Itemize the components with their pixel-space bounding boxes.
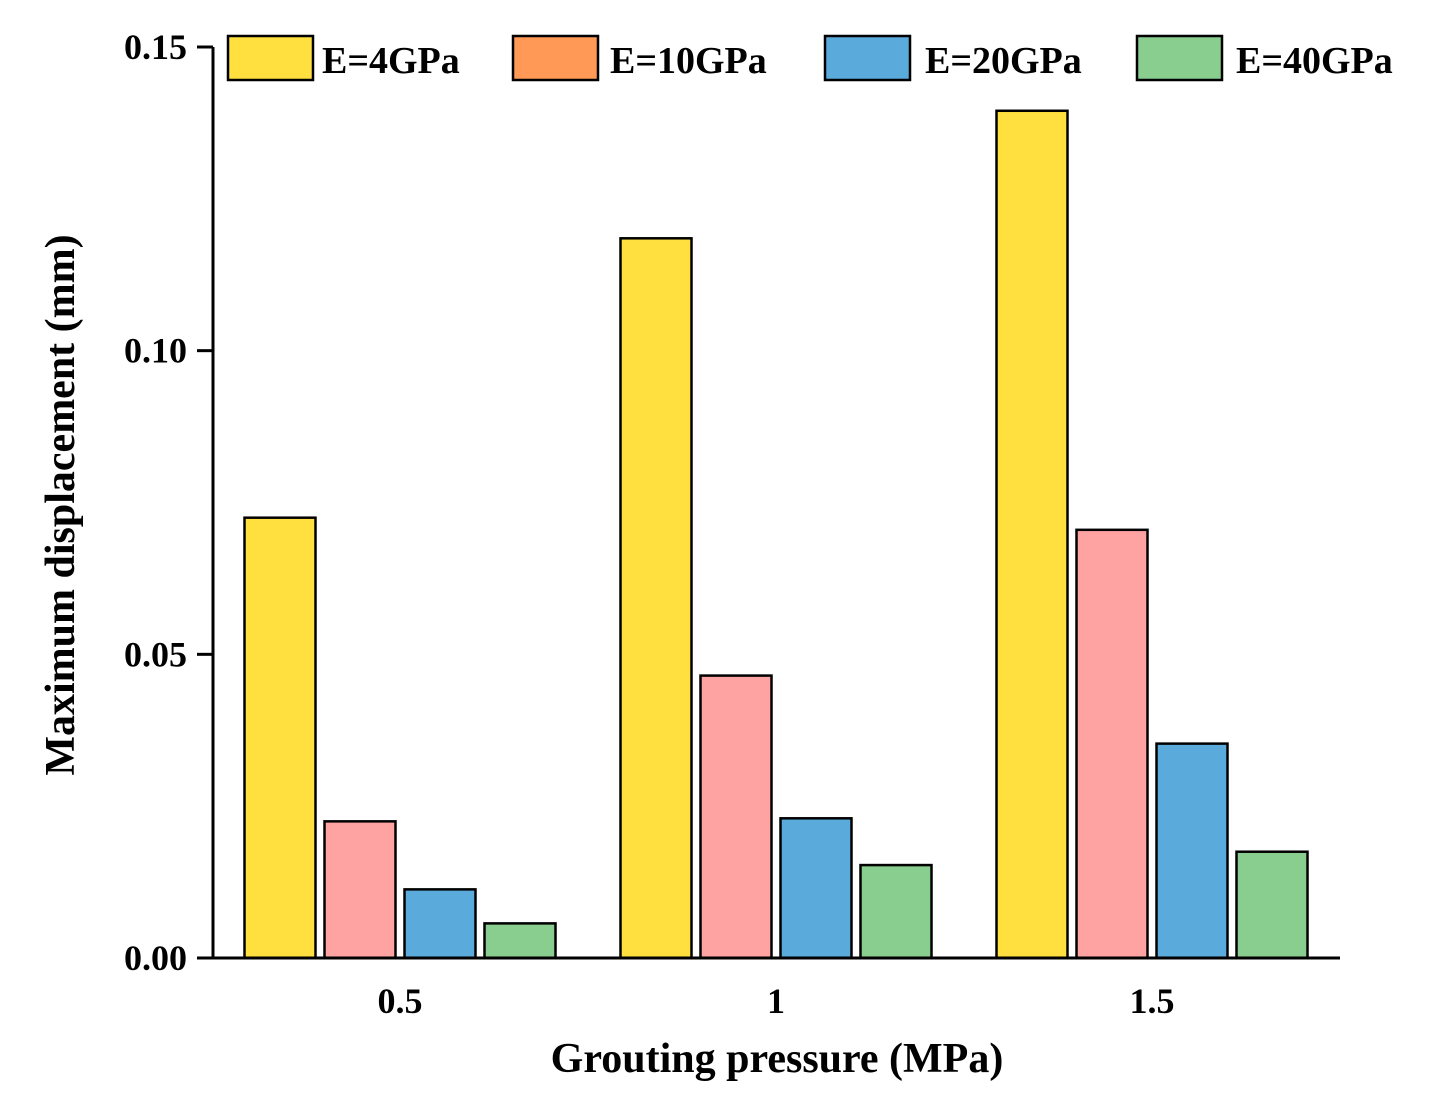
- y-axis-title: Maximum displacement (mm): [38, 234, 84, 775]
- legend-swatch: [823, 34, 912, 82]
- bar-e-40gpa-0_5: [483, 922, 557, 960]
- bar-e-4gpa-0_5: [243, 516, 317, 960]
- legend-swatch: [511, 34, 600, 82]
- bar-e-20gpa-1_5: [1155, 742, 1229, 960]
- y-ticks: 0.00 0.05 0.10 0.15: [124, 27, 213, 978]
- legend: E=4GPa E=10GPa E=20GPa E=40GPa: [226, 34, 1393, 82]
- x-axis-title: Grouting pressure (MPa): [551, 1036, 1004, 1082]
- x-tick-label: 1: [767, 981, 785, 1021]
- axes-layer: [211, 47, 1340, 960]
- bar-e-4gpa-1_5: [995, 109, 1069, 960]
- bar-e-20gpa-0_5: [403, 888, 477, 960]
- bar-e-40gpa-1: [859, 863, 933, 960]
- x-tick-label: 1.5: [1130, 981, 1175, 1021]
- y-tick-label: 0.00: [124, 938, 187, 978]
- bar-e-10gpa-1_5: [1075, 528, 1149, 960]
- legend-label: E=20GPa: [925, 40, 1082, 82]
- bar-e-20gpa-1: [779, 817, 853, 960]
- x-tick-labels: 0.5 1 1.5: [378, 981, 1175, 1021]
- legend-label: E=4GPa: [322, 40, 460, 82]
- bar-e-40gpa-1_5: [1235, 850, 1309, 960]
- bars-layer: [243, 109, 1309, 960]
- bar-e-10gpa-1: [699, 674, 773, 960]
- legend-label: E=10GPa: [610, 40, 767, 82]
- legend-label: E=40GPa: [1236, 40, 1393, 82]
- bar-e-4gpa-1: [619, 237, 693, 960]
- y-tick-label: 0.15: [124, 27, 187, 67]
- legend-swatch: [1135, 34, 1224, 82]
- x-tick-label: 0.5: [378, 981, 423, 1021]
- y-tick-label: 0.05: [124, 634, 187, 674]
- bar-e-10gpa-0_5: [323, 820, 397, 960]
- legend-swatch: [226, 34, 315, 82]
- y-tick-label: 0.10: [124, 331, 187, 371]
